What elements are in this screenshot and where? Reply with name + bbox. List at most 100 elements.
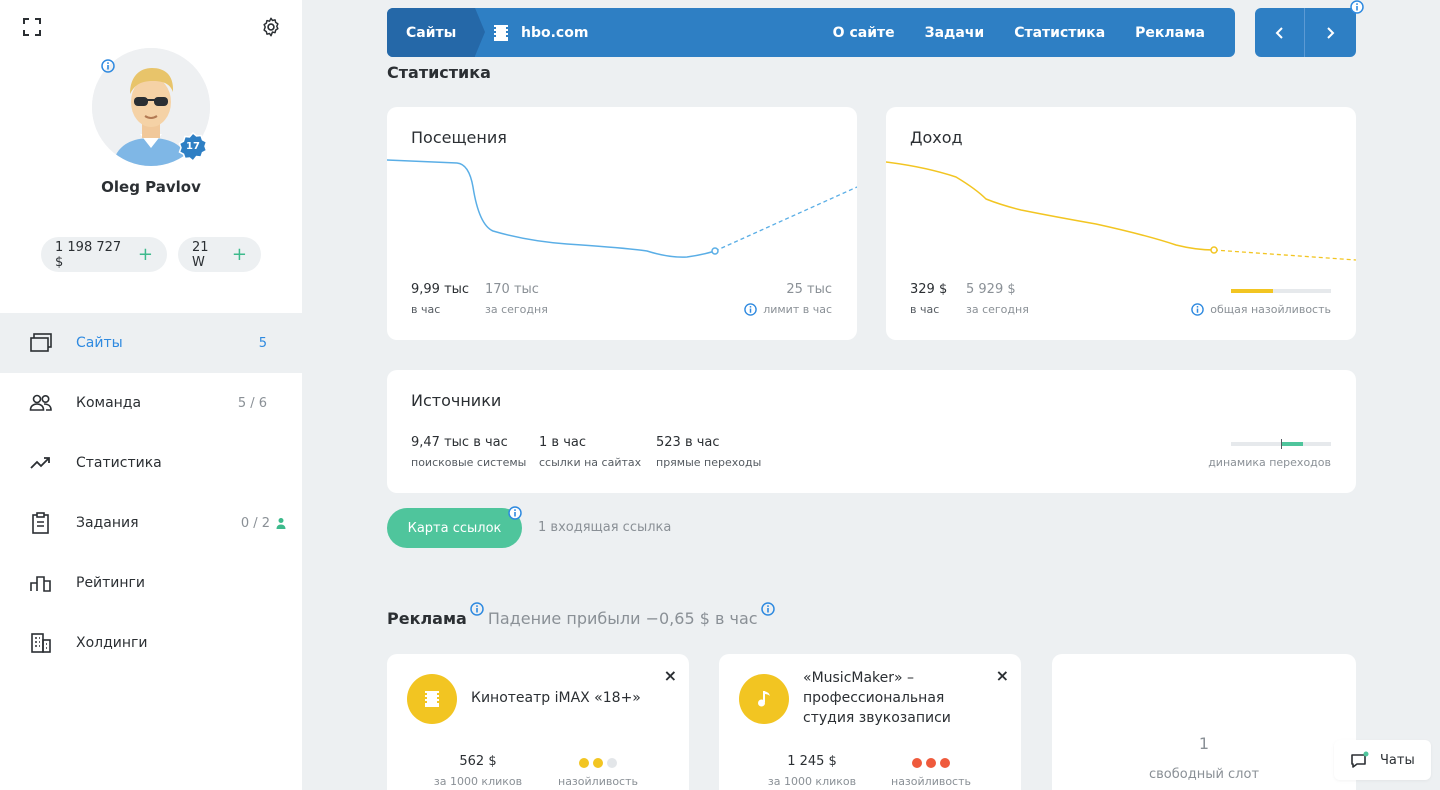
- info-icon[interactable]: [470, 602, 484, 616]
- visits-today-caption: за сегодня: [485, 303, 548, 316]
- chevron-left-icon: [1275, 26, 1283, 39]
- breadcrumb-sites[interactable]: Сайты: [387, 8, 485, 57]
- add-w-button[interactable]: +: [231, 243, 247, 265]
- income-card: Доход 329 $ в час 5 929 $ за сегодня общ…: [886, 107, 1356, 340]
- annoyance-dot: [593, 758, 603, 768]
- next-site-button[interactable]: [1305, 8, 1355, 57]
- avatar[interactable]: [92, 48, 210, 166]
- sidebar-item-count: 5 / 6: [237, 395, 267, 411]
- annoyance-caption: общая назойливость: [1210, 303, 1331, 316]
- w-value: 21 W: [192, 239, 209, 270]
- top-navbar: Сайты hbo.com О сайте Задачи Статистика …: [387, 8, 1235, 57]
- links-value: 1 в час: [539, 435, 586, 450]
- visits-chart: [387, 159, 857, 258]
- sidebar-item-label: Задания: [76, 515, 139, 531]
- film-icon: [407, 674, 457, 724]
- clipboard-icon: [32, 512, 49, 534]
- building-icon: [31, 633, 51, 653]
- info-icon[interactable]: [1191, 303, 1205, 316]
- sidebar-item-ratings[interactable]: Рейтинги: [0, 553, 302, 613]
- add-balance-button[interactable]: +: [137, 243, 153, 265]
- sidebar-item-holdings[interactable]: Холдинги: [0, 613, 302, 673]
- prev-site-button[interactable]: [1255, 8, 1305, 57]
- annoyance-bar: [1231, 289, 1331, 293]
- sidebar-item-label: Статистика: [76, 455, 162, 471]
- balance-pill: 1 198 727 $ +: [41, 237, 167, 272]
- income-chart: [886, 161, 1356, 261]
- card-title: Источники: [411, 391, 502, 410]
- site-name: hbo.com: [521, 24, 589, 41]
- trend-icon: [30, 457, 50, 469]
- tab-statistics[interactable]: Статистика: [1014, 24, 1106, 41]
- links-caption: ссылки на сайтах: [539, 456, 642, 469]
- ad-card[interactable]: × «MusicMaker» – профессиональная студия…: [719, 654, 1021, 790]
- sidebar-item-label: Сайты: [76, 335, 123, 351]
- gear-icon[interactable]: [260, 16, 282, 38]
- ads-heading: Реклама: [387, 609, 467, 628]
- direct-value: 523 в час: [656, 435, 720, 450]
- ad-price-caption: за 1000 кликов: [767, 775, 857, 788]
- search-value: 9,47 тыс в час: [411, 435, 508, 450]
- team-icon: [29, 394, 52, 411]
- dynamics-bar-fill: [1282, 442, 1303, 446]
- ad-title: Кинотеатр iMAX «18+»: [471, 690, 641, 706]
- music-note-icon: [739, 674, 789, 724]
- annoyance: общая назойливость: [1191, 303, 1331, 316]
- sidebar-item-sites[interactable]: Сайты 5: [0, 313, 302, 373]
- sidebar: 17 Oleg Pavlov 1 198 727 $ + 21 W + Сайт…: [0, 0, 302, 790]
- breadcrumb-site[interactable]: hbo.com: [493, 24, 588, 42]
- chat-icon: [1351, 751, 1369, 768]
- tab-ads[interactable]: Реклама: [1135, 24, 1205, 41]
- chats-button[interactable]: Чаты: [1334, 740, 1431, 780]
- income-today-caption: за сегодня: [966, 303, 1029, 316]
- search-caption: поисковые системы: [411, 456, 527, 469]
- annoyance-dot: [940, 758, 950, 768]
- ad-title-line: профессиональная: [803, 690, 945, 706]
- level-badge: 17: [178, 132, 208, 162]
- info-icon[interactable]: [1350, 0, 1364, 14]
- tab-about[interactable]: О сайте: [832, 24, 895, 41]
- info-icon[interactable]: [760, 602, 775, 616]
- sidebar-item-team[interactable]: Команда 5 / 6: [0, 373, 302, 433]
- user-name: Oleg Pavlov: [101, 178, 201, 196]
- close-ad-button[interactable]: ×: [663, 666, 677, 685]
- annoyance-dot: [912, 758, 922, 768]
- film-icon: [494, 24, 508, 41]
- visits-hour-caption: в час: [411, 303, 441, 316]
- link-map-button[interactable]: Карта ссылок: [387, 508, 522, 548]
- sidebar-item-statistics[interactable]: Статистика: [0, 433, 302, 493]
- fullscreen-icon[interactable]: [22, 17, 42, 37]
- free-slot-card[interactable]: 1 свободный слот: [1052, 654, 1356, 790]
- annoyance-dot: [579, 758, 589, 768]
- info-icon[interactable]: [744, 303, 757, 316]
- card-title: Посещения: [411, 128, 507, 147]
- level-value: 17: [186, 141, 200, 152]
- sidebar-item-tasks[interactable]: Задания 0 / 2: [0, 493, 302, 553]
- free-slot-label: свободный слот: [1148, 767, 1260, 782]
- w-pill: 21 W +: [178, 237, 261, 272]
- sidebar-item-label: Холдинги: [76, 635, 148, 651]
- ad-title: «MusicMaker» – профессиональная студия з…: [803, 668, 951, 728]
- visits-card: Посещения 9,99 тыс в час 170 тыс за сего…: [387, 107, 857, 340]
- card-title: Доход: [910, 128, 963, 147]
- close-ad-button[interactable]: ×: [995, 666, 1009, 685]
- dynamics-bar: [1231, 439, 1331, 449]
- visits-limit-value: 25 тыс: [786, 282, 832, 297]
- ad-card[interactable]: × Кинотеатр iMAX «18+» 562 $ за 1000 кли…: [387, 654, 689, 790]
- tab-tasks[interactable]: Задачи: [924, 24, 985, 41]
- ad-price: 1 245 $: [787, 754, 837, 769]
- income-today-value: 5 929 $: [966, 282, 1016, 297]
- top-tabs: О сайте Задачи Статистика Реклама: [803, 8, 1205, 57]
- direct-caption: прямые переходы: [656, 456, 762, 469]
- free-slot-count: 1: [1198, 734, 1210, 753]
- annoyance-dot: [607, 758, 617, 768]
- info-icon[interactable]: [101, 59, 115, 73]
- ad-title-line: студия звукозаписи: [803, 710, 951, 726]
- site-pager: [1255, 8, 1356, 57]
- visits-hour-value: 9,99 тыс: [411, 282, 470, 297]
- chevron-right-icon: [1327, 26, 1335, 39]
- incoming-links-text: 1 входящая ссылка: [538, 520, 672, 535]
- visits-limit-caption: лимит в час: [763, 303, 832, 316]
- info-icon[interactable]: [508, 506, 522, 520]
- ad-price-caption: за 1000 кликов: [433, 775, 523, 788]
